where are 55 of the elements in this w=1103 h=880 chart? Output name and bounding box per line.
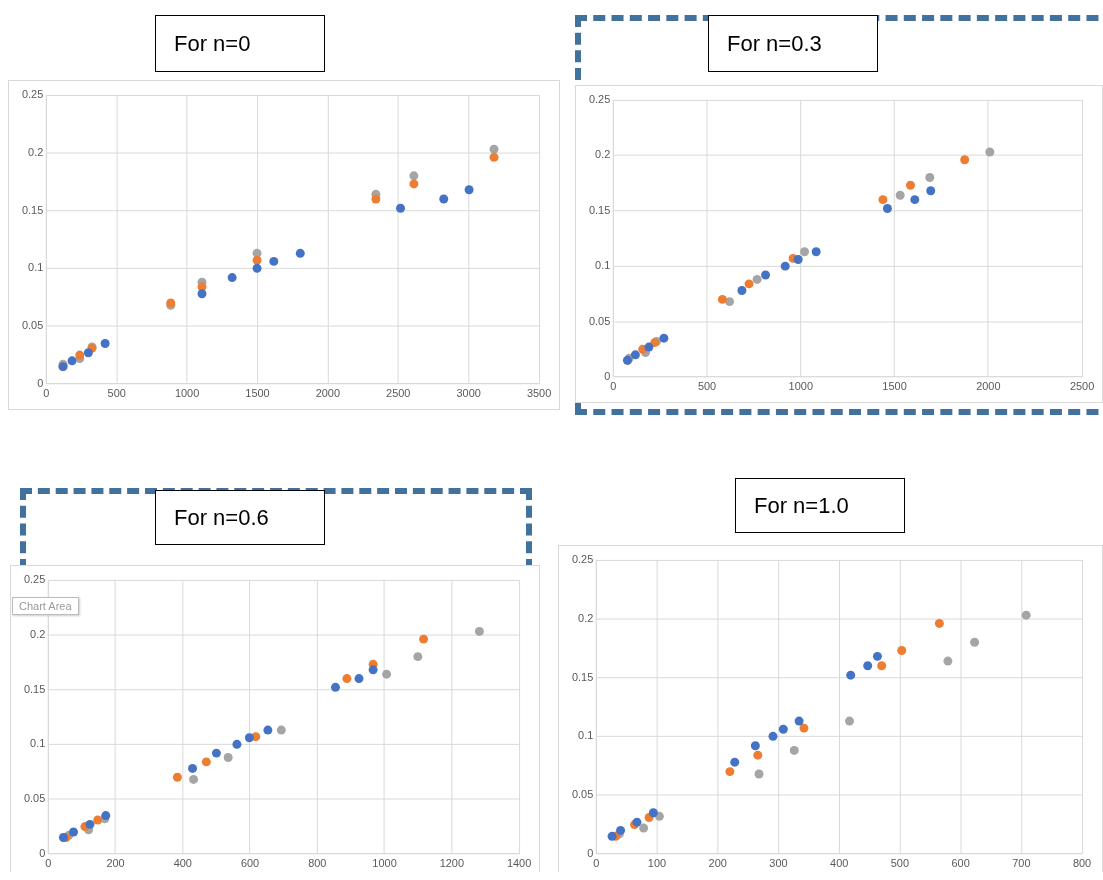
x-tick-label: 1500 <box>882 379 907 392</box>
y-tick-label: 0.25 <box>23 572 46 585</box>
chart-title: For n=1.0 <box>735 478 905 533</box>
y-tick-label: 0.2 <box>30 627 46 640</box>
x-tick-label: 3500 <box>526 386 552 399</box>
x-tick-label: 2500 <box>1069 379 1095 392</box>
y-tick-label: 0.1 <box>595 259 611 272</box>
annotation: Chart Area <box>12 597 79 615</box>
y-tick-label: 0.2 <box>578 611 594 624</box>
x-tick-label: 400 <box>173 856 192 869</box>
chart-title: For n=0.6 <box>155 490 325 545</box>
x-tick-label: 3000 <box>456 386 481 399</box>
x-tick-label: 400 <box>830 856 849 869</box>
y-tick-label: 0 <box>587 846 594 859</box>
chart-title: For n=0 <box>155 15 325 72</box>
y-tick-label: 0.2 <box>28 145 44 158</box>
x-tick-label: 600 <box>951 856 970 869</box>
y-tick-label: 0.15 <box>588 203 611 216</box>
y-tick-label: 0.05 <box>23 792 46 805</box>
y-tick-label: 0.05 <box>21 319 44 332</box>
y-tick-label: 0.15 <box>21 203 44 216</box>
y-tick-label: 0 <box>604 369 611 382</box>
y-tick-label: 0.05 <box>588 314 611 327</box>
x-tick-label: 300 <box>769 856 788 869</box>
x-tick-label: 200 <box>106 856 125 869</box>
y-tick-label: 0 <box>39 846 46 859</box>
x-tick-label: 800 <box>1072 856 1092 869</box>
x-tick-label: 1500 <box>245 386 270 399</box>
x-tick-label: 100 <box>647 856 667 869</box>
x-tick-label: 2500 <box>386 386 411 399</box>
y-tick-label: 0.1 <box>28 261 44 274</box>
x-tick-label: 800 <box>308 856 327 869</box>
y-tick-label: 0.15 <box>571 670 594 683</box>
y-tick-label: 0.2 <box>595 148 611 161</box>
x-tick-label: 2000 <box>315 386 341 399</box>
x-tick-label: 1200 <box>439 856 464 869</box>
x-tick-label: 1000 <box>788 379 813 392</box>
y-tick-label: 0.05 <box>571 788 594 801</box>
y-tick-label: 0.15 <box>23 682 46 695</box>
y-tick-label: 0.25 <box>588 92 611 105</box>
y-tick-label: 0.1 <box>578 729 594 742</box>
x-tick-label: 1000 <box>372 856 397 869</box>
x-tick-label: 200 <box>708 856 727 869</box>
x-tick-label: 1000 <box>174 386 200 399</box>
y-tick-label: 0.25 <box>21 87 44 100</box>
x-tick-label: 600 <box>240 856 260 869</box>
chart-title: For n=0.3 <box>708 15 878 72</box>
x-tick-label: 700 <box>1012 856 1031 869</box>
x-tick-label: 1400 <box>506 856 532 869</box>
x-tick-label: 2000 <box>976 379 1001 392</box>
y-tick-label: 0.25 <box>571 552 594 565</box>
x-tick-label: 500 <box>107 386 126 399</box>
y-tick-label: 0.1 <box>30 737 46 750</box>
x-tick-label: 500 <box>697 379 717 392</box>
x-tick-label: 500 <box>890 856 910 869</box>
